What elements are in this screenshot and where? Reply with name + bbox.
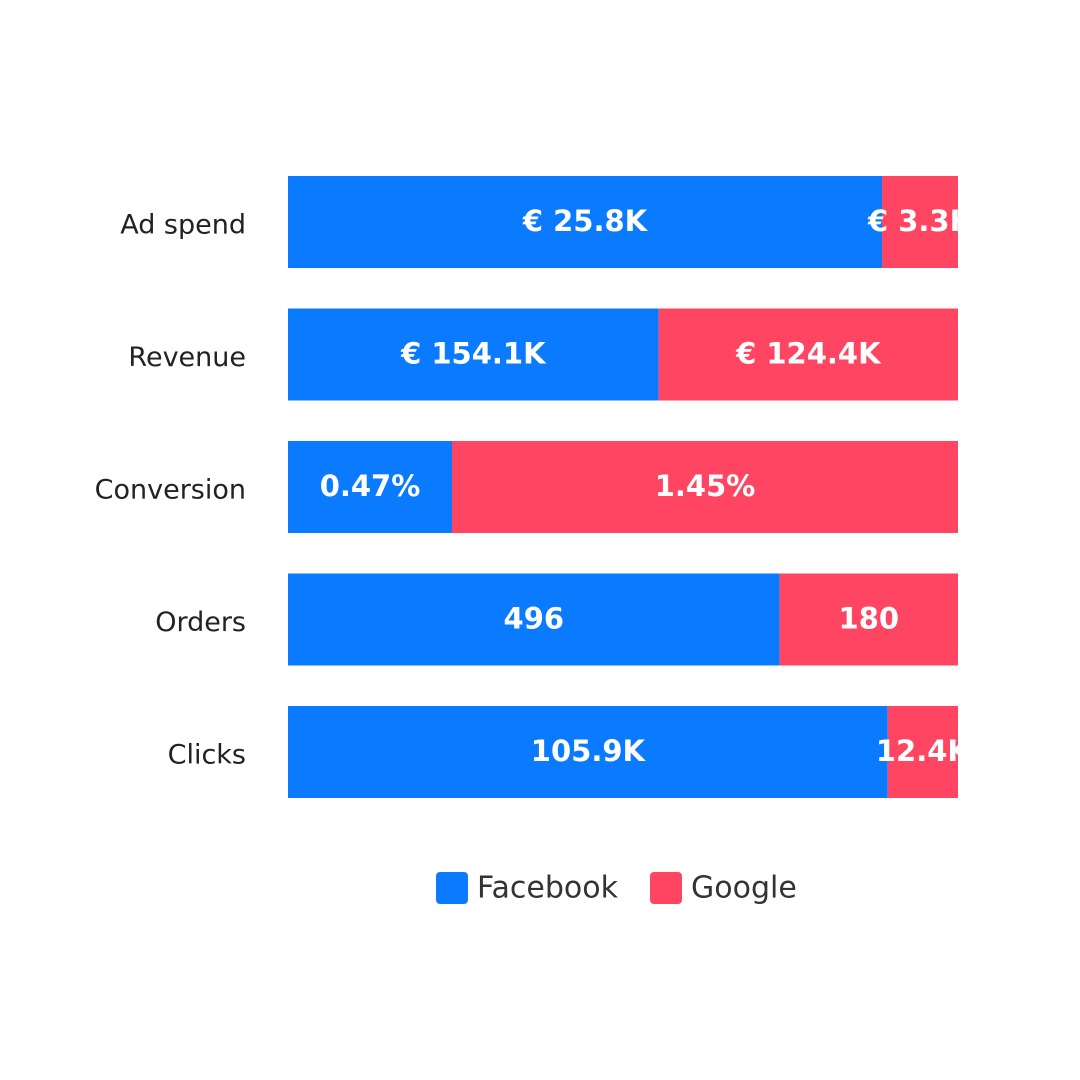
- google-bar-segment: [452, 441, 958, 533]
- facebook-value-label: 496: [504, 602, 565, 636]
- category-label: Conversion: [95, 475, 246, 506]
- google-bar-segment: [882, 176, 958, 268]
- google-bar-segment: [658, 308, 958, 401]
- bars: [288, 176, 958, 798]
- facebook-bar-segment: [288, 573, 780, 666]
- google-value-label: 1.45%: [655, 469, 756, 503]
- category-label: Ad spend: [120, 210, 246, 241]
- facebook-bar-segment: [288, 308, 659, 401]
- facebook-bar-segment: [288, 441, 453, 533]
- facebook-bar-segment: [288, 706, 888, 798]
- legend-item-facebook: Facebook: [436, 871, 619, 906]
- facebook-value-label: € 25.8K: [522, 204, 649, 238]
- legend-swatch: [650, 872, 682, 904]
- google-value-label: € 3.3K: [867, 204, 974, 238]
- legend-swatch: [436, 872, 468, 904]
- category-label: Revenue: [128, 342, 246, 373]
- google-bar-segment: [779, 573, 958, 666]
- facebook-value-label: 105.9K: [531, 734, 647, 768]
- legend-item-google: Google: [650, 871, 797, 906]
- legend-label: Facebook: [477, 871, 619, 906]
- legend: Facebook Google: [436, 871, 797, 906]
- google-value-label: € 124.4K: [735, 337, 882, 371]
- category-label: Orders: [155, 607, 246, 638]
- facebook-bar-segment: [288, 176, 883, 268]
- legend-label: Google: [691, 871, 797, 906]
- facebook-value-label: 0.47%: [320, 469, 421, 503]
- google-value-label: 12.4K: [876, 734, 972, 768]
- bar-labels: € 25.8K € 3.3K € 154.1K € 124.4K 0.47% 1.45% 4…: [320, 204, 974, 768]
- facebook-value-label: € 154.1K: [400, 337, 547, 371]
- google-bar-segment: [887, 706, 958, 798]
- google-value-label: 180: [839, 602, 900, 636]
- category-labels: Ad spend Revenue Conversion Orders Clicks: [95, 210, 246, 771]
- category-label: Clicks: [168, 740, 246, 771]
